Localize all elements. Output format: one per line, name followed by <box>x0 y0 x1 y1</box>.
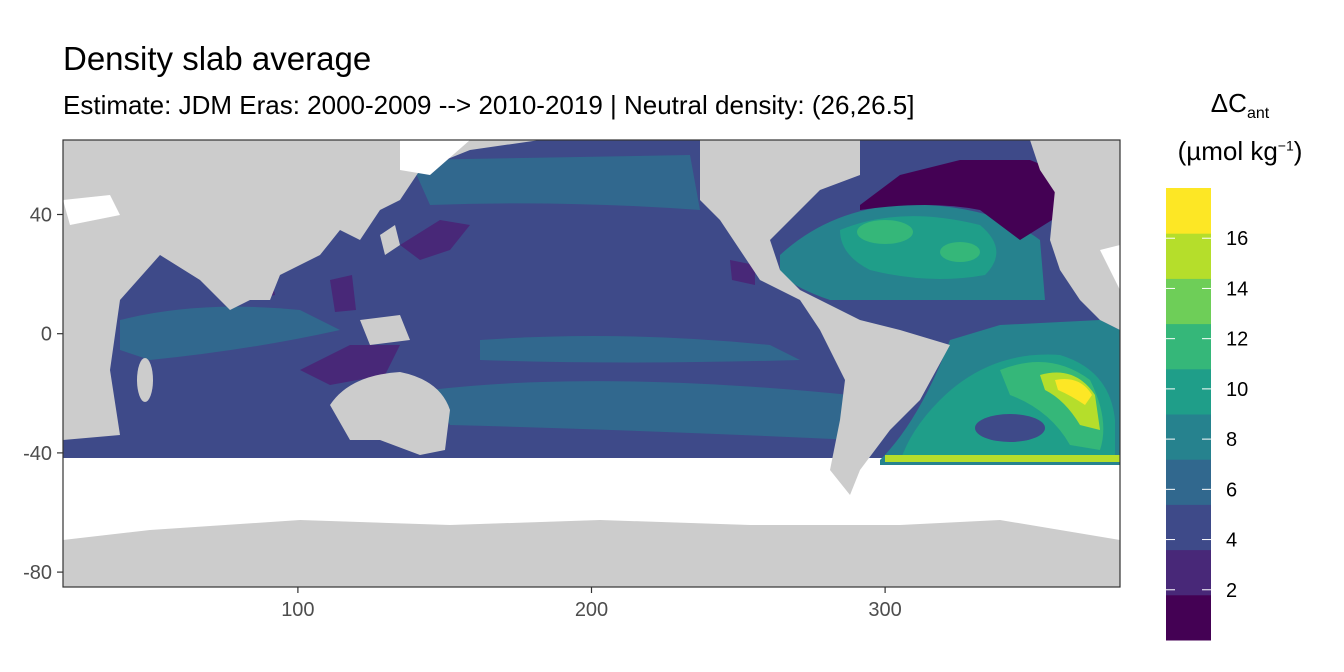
y-tick-label: -40 <box>23 443 52 465</box>
japan-land <box>380 225 400 255</box>
legend-swatch <box>1166 368 1211 415</box>
indian-band <box>120 306 340 360</box>
legend-colorbar: 2 4 6 8 10 12 14 16 <box>1166 188 1248 641</box>
no-data-patch-3 <box>1100 245 1120 290</box>
chart-subtitle: Estimate: JDM Eras: 2000-2009 --> 2010-2… <box>63 90 915 120</box>
legend-swatch <box>1166 278 1211 325</box>
legend-swatch <box>1166 594 1211 641</box>
legend-label: 4 <box>1226 530 1237 552</box>
equatorial-pacific-band <box>480 336 800 363</box>
low-patch-4 <box>330 275 356 312</box>
legend-unit-open: (µmol kg <box>1177 136 1278 166</box>
nordic-seas <box>860 160 1080 240</box>
x-tick-label: 100 <box>281 599 314 621</box>
y-tick-label: -80 <box>23 562 52 584</box>
y-tick-label: 0 <box>41 324 52 346</box>
no-data-patch-1 <box>63 195 120 225</box>
legend-title-sub: ant <box>1246 105 1270 123</box>
chart-title: Density slab average <box>63 40 372 77</box>
south-pacific-band <box>430 381 855 440</box>
americas-land <box>700 140 950 495</box>
legend-label: 10 <box>1226 379 1248 401</box>
south-atlantic-low <box>975 414 1045 442</box>
x-tick-label: 200 <box>575 599 608 621</box>
legend-swatch <box>1166 323 1211 370</box>
legend-title-main: ΔC <box>1210 88 1247 118</box>
indonesia-land <box>360 315 410 345</box>
madagascar-land <box>137 358 153 402</box>
legend-swatch <box>1166 414 1211 460</box>
legend-unit: (µmol kg−1) <box>1150 136 1330 167</box>
legend-label: 16 <box>1226 228 1248 250</box>
antarctica-land <box>63 520 1120 587</box>
australia-land <box>330 372 450 455</box>
legend-label: 6 <box>1226 479 1237 501</box>
europe-africa-east-land <box>1050 140 1120 330</box>
legend-swatch <box>1166 459 1211 505</box>
legend-label: 14 <box>1226 278 1248 300</box>
legend-swatch <box>1166 504 1211 551</box>
land <box>63 140 1120 587</box>
eurasia-africa-land <box>63 140 540 440</box>
x-tick-label: 300 <box>868 599 901 621</box>
north-atlantic-high-2 <box>940 242 980 262</box>
legend-label: 2 <box>1226 580 1237 602</box>
low-patch-1 <box>400 220 470 260</box>
legend-unit-close: ) <box>1293 136 1303 166</box>
legend-unit-sup: −1 <box>1277 137 1294 154</box>
south-atlantic-front <box>885 455 1120 462</box>
y-tick-label: 40 <box>30 205 52 227</box>
legend-swatch <box>1166 188 1211 234</box>
legend-title: ΔCant <box>1150 88 1330 123</box>
legend-label: 12 <box>1226 329 1248 351</box>
map-panel <box>63 140 1120 587</box>
y-axis: 40 0 -40 -80 <box>23 205 63 584</box>
no-data-patch-2 <box>400 140 470 175</box>
x-axis: 100 200 300 <box>281 587 902 621</box>
low-patch-5 <box>730 260 755 285</box>
low-patch-2 <box>300 345 400 385</box>
legend-label: 8 <box>1226 429 1237 451</box>
legend-swatch <box>1166 233 1211 279</box>
north-atlantic-high-1 <box>857 220 913 244</box>
legend-swatch <box>1166 549 1211 596</box>
no-data-patches <box>63 140 1120 290</box>
south-atlantic-peak-2 <box>1055 379 1092 405</box>
north-pacific-band <box>410 155 700 210</box>
